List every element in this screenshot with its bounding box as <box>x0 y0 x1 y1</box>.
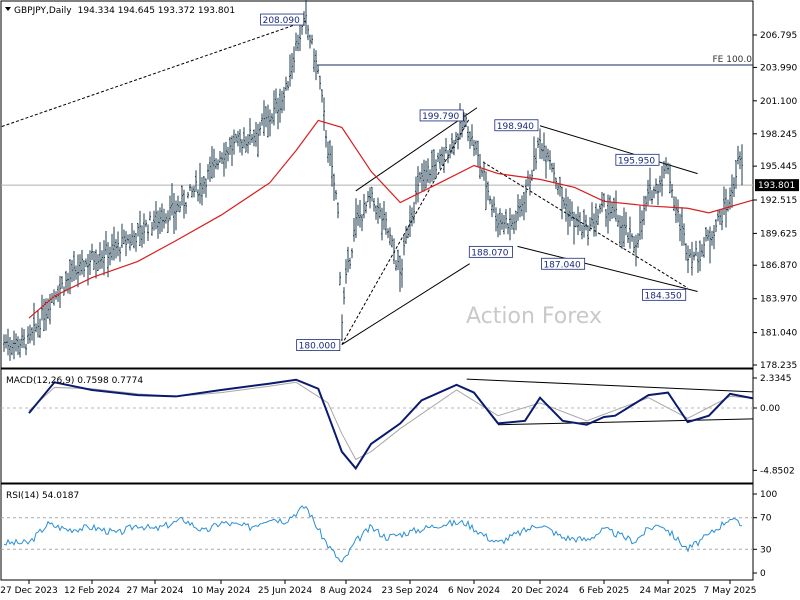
level-label: 180.000 <box>299 342 336 352</box>
macd-title: MACD(12,26,9) 0.7598 0.7774 <box>6 376 143 386</box>
x-axis-label: 27 Mar 2024 <box>126 586 183 596</box>
rsi-axis-label: 30 <box>760 545 772 555</box>
level-label: 187.040 <box>543 260 580 270</box>
falling-channel-upper <box>539 125 698 175</box>
x-axis-label: 27 Dec 2023 <box>0 586 58 596</box>
level-label-box <box>541 257 586 270</box>
level-label: 188.070 <box>471 248 508 258</box>
macd-axis-label: -4.8502 <box>760 466 795 476</box>
x-axis-label: 6 Feb 2025 <box>579 586 629 596</box>
price-plot: 206.795 203.990 201.100 198.245 195.445 192.5… <box>0 0 799 371</box>
rsi-axis-label: 100 <box>760 490 777 500</box>
rsi-axis-label: 0 <box>760 569 766 579</box>
price-axis-label: 192.515 <box>760 196 797 206</box>
price-axis-label: 181.040 <box>760 329 797 339</box>
price-axis-label: 186.870 <box>760 261 797 271</box>
collapse-triangle-icon[interactable] <box>5 7 11 11</box>
macd-channel-upper <box>466 378 754 393</box>
macd-axis-label: 2.3345 <box>760 374 792 384</box>
price-axis-label: 198.245 <box>760 130 797 140</box>
level-label-box <box>468 245 513 258</box>
price-axis-label: 206.795 <box>760 31 797 41</box>
level-label-box <box>260 13 305 26</box>
macd-axis-label: 0.00 <box>760 404 780 414</box>
x-axis-label: 6 Nov 2024 <box>448 586 500 596</box>
rsi-plot: 100 70 30 0 <box>1 490 777 579</box>
falling-channel-lower <box>517 245 698 292</box>
x-axis-label: 24 Mar 2025 <box>639 586 696 596</box>
rsi-line <box>3 505 743 563</box>
level-label-box <box>615 153 660 166</box>
price-axis-label: 189.625 <box>760 229 797 239</box>
macd-plot: 2.3345 0.00 -4.8502 <box>1 374 795 476</box>
x-axis-label: 8 Aug 2024 <box>320 586 372 596</box>
x-axis-label: 7 May 2025 <box>704 586 757 596</box>
rsi-axis-label: 70 <box>760 514 772 524</box>
rising-channel-lower <box>341 263 470 346</box>
x-axis-label: 23 Sep 2024 <box>381 586 438 596</box>
level-label: 184.350 <box>645 291 682 301</box>
macd-line <box>28 378 753 471</box>
level-label-box <box>494 119 539 132</box>
macd-channel-lower <box>497 418 754 426</box>
level-label-box <box>642 288 687 301</box>
watermark: Action Forex <box>466 304 602 329</box>
current-price-tag <box>755 179 799 192</box>
price-axis-label: 178.235 <box>760 361 797 371</box>
price-axis-label: 201.100 <box>760 97 797 107</box>
falling-dashed-trendline <box>482 161 688 289</box>
macd-panel-frame <box>0 368 754 484</box>
level-label-box <box>296 339 341 352</box>
current-price-label: 193.801 <box>758 181 795 191</box>
price-axis-label: 195.445 <box>760 162 797 172</box>
header-timeframe: Daily <box>49 6 72 16</box>
price-panel-frame <box>0 0 754 369</box>
price-axis-label: 183.970 <box>760 295 797 305</box>
header-symbol: GBPJPY <box>14 6 46 16</box>
x-axis-label: 20 Dec 2024 <box>511 586 569 596</box>
level-label-box <box>419 109 464 122</box>
level-label: 208.090 <box>263 16 300 26</box>
moving-average-line <box>28 119 753 319</box>
header-ohlc: 194.334 194.645 193.372 193.801 <box>78 6 235 16</box>
fe-100-label: FE 100.0 <box>713 55 753 65</box>
x-axis-label: 25 Jun 2024 <box>258 586 312 596</box>
rsi-panel-frame <box>0 483 754 581</box>
level-label: 198.940 <box>497 122 534 132</box>
trendline-to-208 <box>0 20 306 128</box>
x-axis-label: 12 Feb 2024 <box>64 586 120 596</box>
price-axis-label: 203.990 <box>760 63 797 73</box>
rsi-title: RSI(14) 54.0187 <box>6 491 79 501</box>
level-label: 199.790 <box>422 112 459 122</box>
x-axis: 27 Dec 2023 12 Feb 2024 27 Mar 2024 10 May … <box>0 580 756 596</box>
x-axis-label: 10 May 2024 <box>192 586 251 596</box>
chart-header: GBPJPY,Daily 194.334 194.645 193.372 193.… <box>14 6 235 16</box>
level-label: 195.950 <box>618 156 655 166</box>
